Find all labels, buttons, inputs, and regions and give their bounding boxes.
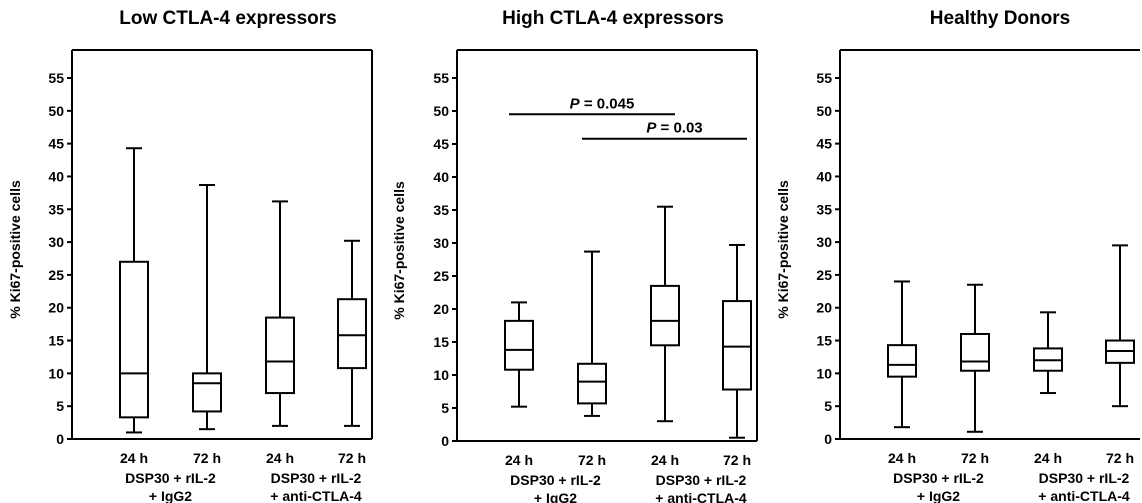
- x-category-label: 24 h: [120, 450, 148, 466]
- significance-label: P = 0.045: [570, 95, 635, 112]
- y-tick-label: 10: [48, 365, 64, 381]
- box-plot-1: [887, 280, 917, 429]
- y-tick-label: 30: [433, 235, 449, 251]
- x-category-label: 24 h: [888, 450, 916, 466]
- group-label-line2: + IgG2: [149, 488, 192, 503]
- box-iqr: [504, 319, 534, 371]
- y-axis-label: % Ki67-positive cells: [391, 181, 407, 320]
- y-tick-label: 30: [48, 234, 64, 250]
- y-tick-label: 50: [816, 103, 832, 119]
- y-tick-label: 40: [433, 169, 449, 185]
- y-tick-label: 55: [48, 70, 64, 86]
- y-tick-label: 35: [48, 201, 64, 217]
- box-iqr: [337, 298, 367, 370]
- y-tick-label: 20: [433, 301, 449, 317]
- x-category-label: 24 h: [266, 450, 294, 466]
- group-label-line1: DSP30 + rIL-2: [510, 472, 601, 488]
- group-label-line1: DSP30 + rIL-2: [656, 472, 747, 488]
- box-plot-2: [192, 183, 222, 431]
- box-plot-3: [265, 200, 295, 427]
- box-iqr: [119, 260, 149, 419]
- box-iqr: [650, 284, 680, 347]
- y-tick-label: 10: [816, 365, 832, 381]
- y-tick-label: 0: [824, 431, 832, 447]
- box-iqr: [265, 316, 295, 395]
- x-category-label: 72 h: [961, 450, 989, 466]
- y-tick-label: 15: [816, 333, 832, 349]
- y-tick-label: 40: [48, 168, 64, 184]
- group-label-line2: + anti-CTLA-4: [1038, 488, 1130, 503]
- box-plot-1: [119, 147, 149, 434]
- box-plot-3: [650, 205, 680, 423]
- y-tick-label: 55: [433, 70, 449, 86]
- y-tick-label: 45: [48, 136, 64, 152]
- y-tick-label: 35: [816, 201, 832, 217]
- x-category-label: 72 h: [338, 450, 366, 466]
- panel-title: Low CTLA-4 expressors: [119, 8, 337, 29]
- y-tick-label: 50: [433, 103, 449, 119]
- y-tick-label: 20: [48, 300, 64, 316]
- chart-panel-2: High CTLA-4 expressors 0 5 10 15 20 25 30 35 40 45…: [391, 8, 758, 503]
- x-category-label: 24 h: [1034, 450, 1062, 466]
- group-label-line2: + anti-CTLA-4: [270, 488, 362, 503]
- y-tick-label: 0: [56, 431, 64, 447]
- y-axis-label: % Ki67-positive cells: [7, 180, 23, 319]
- x-category-label: 24 h: [651, 452, 679, 468]
- significance-label: P = 0.03: [646, 120, 702, 137]
- box-plot-4: [337, 239, 367, 427]
- y-tick-label: 45: [433, 136, 449, 152]
- y-tick-label: 45: [816, 136, 832, 152]
- y-tick-label: 5: [441, 400, 449, 416]
- y-tick-label: 10: [433, 367, 449, 383]
- box-plot-1: [504, 301, 534, 408]
- box-iqr: [577, 362, 607, 405]
- y-tick-label: 15: [48, 333, 64, 349]
- y-tick-label: 5: [56, 398, 64, 414]
- y-tick-label: 25: [433, 268, 449, 284]
- group-label-line2: + IgG2: [917, 488, 960, 503]
- panel-title: Healthy Donors: [930, 8, 1070, 29]
- group-label-line1: DSP30 + rIL-2: [893, 470, 984, 486]
- y-tick-label: 5: [824, 398, 832, 414]
- x-category-label: 72 h: [723, 452, 751, 468]
- y-tick-label: 55: [816, 70, 832, 86]
- x-category-label: 24 h: [505, 452, 533, 468]
- box-plot-3: [1033, 311, 1063, 395]
- box-plot-2: [960, 283, 990, 433]
- y-tick-label: 15: [433, 334, 449, 350]
- box-iqr: [887, 344, 917, 378]
- x-category-label: 72 h: [1106, 450, 1134, 466]
- x-category-label: 72 h: [193, 450, 221, 466]
- group-label-line1: DSP30 + rIL-2: [1039, 470, 1130, 486]
- box-iqr: [192, 372, 222, 413]
- chart-panel-1: Low CTLA-4 expressors 0 5 10 15 20 25 30 35 40 45 5…: [7, 8, 373, 503]
- y-tick-label: 40: [816, 168, 832, 184]
- y-tick-label: 25: [816, 267, 832, 283]
- group-label-line2: + anti-CTLA-4: [655, 490, 747, 503]
- x-category-label: 72 h: [578, 452, 606, 468]
- y-tick-label: 0: [441, 433, 449, 449]
- y-tick-label: 20: [816, 300, 832, 316]
- group-label-line1: DSP30 + rIL-2: [125, 470, 216, 486]
- y-tick-label: 30: [816, 234, 832, 250]
- significance-annotation: P = 0.045: [509, 95, 675, 116]
- group-label-line1: DSP30 + rIL-2: [271, 470, 362, 486]
- y-tick-label: 50: [48, 103, 64, 119]
- chart-panel-3: Healthy Donors 0 5 10 15 20 25 30 35 40 45 50 55 % Ki…: [775, 8, 1140, 503]
- y-axis-label: % Ki67-positive cells: [775, 180, 791, 319]
- box-plot-2: [577, 250, 607, 417]
- y-tick-label: 35: [433, 202, 449, 218]
- significance-annotation: P = 0.03: [582, 120, 747, 140]
- box-iqr: [960, 332, 990, 372]
- panel-title: High CTLA-4 expressors: [502, 8, 724, 29]
- box-iqr: [722, 300, 752, 391]
- box-plot-4: [1105, 244, 1135, 408]
- y-tick-label: 25: [48, 267, 64, 283]
- group-label-line2: + IgG2: [534, 490, 577, 503]
- box-plot-4: [722, 243, 752, 439]
